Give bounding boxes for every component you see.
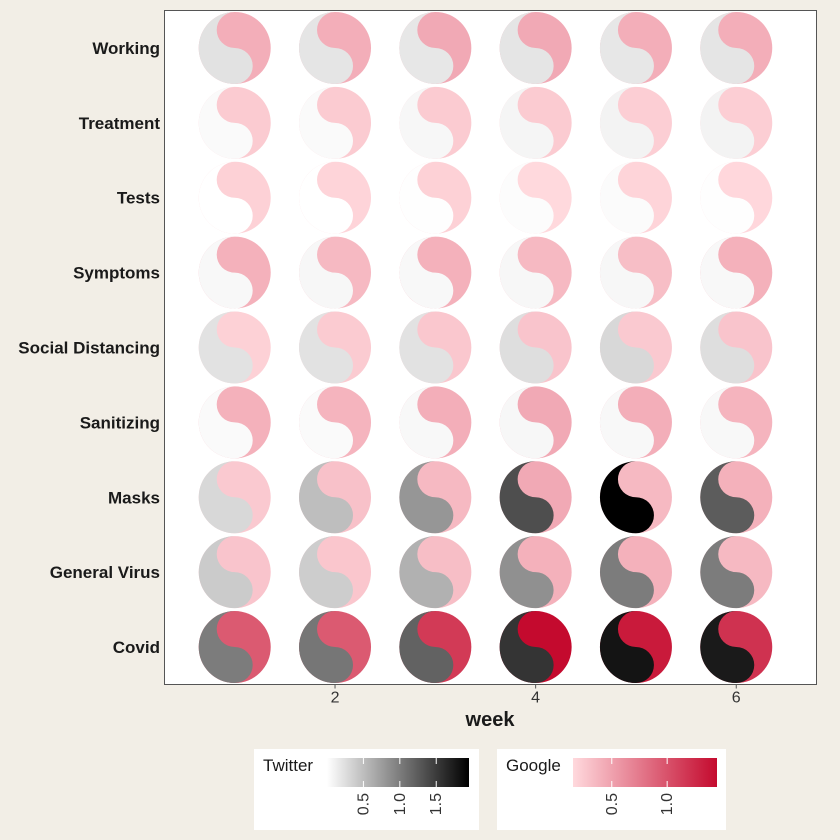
glyph-working-week-4 — [499, 11, 572, 84]
glyph-covid-week-1 — [198, 611, 271, 684]
glyph-working-week-1 — [198, 11, 271, 84]
glyph-masks-week-1 — [198, 461, 271, 534]
row-label: Sanitizing — [80, 413, 160, 432]
glyph-general-virus-week-2 — [299, 536, 372, 609]
x-axis: 2 4 6 — [331, 684, 741, 707]
legend-tick-label: 1.0 — [659, 793, 676, 815]
glyph-treatment-week-6 — [700, 86, 773, 159]
legend-tick-label: 1.0 — [392, 793, 409, 815]
glyph-tests-week-2 — [299, 161, 372, 234]
row-labels: Covid General Virus Masks Sanitizing Social … — [18, 39, 160, 657]
legend-colorbar — [327, 758, 469, 787]
row-label: Masks — [108, 488, 160, 507]
legends: Twitter 0.5 1.0 1.5 Google 0.5 1.0 — [254, 749, 726, 830]
glyph-sanitizing-week-2 — [299, 386, 372, 459]
glyph-sanitizing-week-6 — [700, 386, 773, 459]
glyph-masks-week-3 — [399, 461, 472, 534]
glyph-masks-week-5 — [599, 461, 672, 534]
glyph-social-distancing-week-3 — [399, 311, 472, 384]
glyph-layer — [198, 11, 773, 684]
glyph-symptoms-week-5 — [599, 236, 672, 309]
x-tick-label: 6 — [732, 690, 741, 707]
glyph-general-virus-week-5 — [599, 536, 672, 609]
legend-google: Google 0.5 1.0 — [497, 749, 726, 830]
glyph-social-distancing-week-5 — [599, 311, 672, 384]
glyph-general-virus-week-1 — [198, 536, 271, 609]
glyph-treatment-week-2 — [299, 86, 372, 159]
glyph-treatment-week-5 — [599, 86, 672, 159]
legend-tick-label: 0.5 — [604, 793, 621, 815]
glyph-working-week-5 — [599, 11, 672, 84]
glyph-treatment-week-4 — [499, 86, 572, 159]
x-axis-title: week — [465, 709, 516, 731]
glyph-symptoms-week-4 — [499, 236, 572, 309]
glyph-sanitizing-week-1 — [198, 386, 271, 459]
row-label: Symptoms — [73, 264, 160, 283]
glyph-sanitizing-week-3 — [399, 386, 472, 459]
glyph-social-distancing-week-6 — [700, 311, 773, 384]
glyph-tests-week-3 — [399, 161, 472, 234]
x-tick-label: 2 — [331, 690, 340, 707]
row-label: Treatment — [79, 114, 161, 133]
glyph-social-distancing-week-2 — [299, 311, 372, 384]
glyph-working-week-6 — [700, 11, 773, 84]
glyph-tests-week-4 — [499, 161, 572, 234]
glyph-symptoms-week-6 — [700, 236, 773, 309]
glyph-masks-week-4 — [499, 461, 572, 534]
glyph-tests-week-1 — [198, 161, 271, 234]
glyph-general-virus-week-4 — [499, 536, 572, 609]
glyph-working-week-2 — [299, 11, 372, 84]
glyph-covid-week-4 — [499, 611, 572, 684]
row-label: Working — [92, 39, 160, 58]
glyph-sanitizing-week-5 — [599, 386, 672, 459]
glyph-general-virus-week-6 — [700, 536, 773, 609]
row-label: Covid — [113, 638, 160, 657]
legend-twitter: Twitter 0.5 1.0 1.5 — [254, 749, 479, 830]
glyph-covid-week-2 — [299, 611, 372, 684]
glyph-symptoms-week-2 — [299, 236, 372, 309]
glyph-treatment-week-3 — [399, 86, 472, 159]
glyph-masks-week-2 — [299, 461, 372, 534]
glyph-sanitizing-week-4 — [499, 386, 572, 459]
glyph-symptoms-week-3 — [399, 236, 472, 309]
legend-title: Twitter — [263, 756, 313, 775]
glyph-masks-week-6 — [700, 461, 773, 534]
legend-tick-label: 1.5 — [428, 793, 445, 815]
glyph-general-virus-week-3 — [399, 536, 472, 609]
glyph-covid-week-3 — [399, 611, 472, 684]
legend-title: Google — [506, 756, 561, 775]
glyph-working-week-3 — [399, 11, 472, 84]
legend-tick-label: 0.5 — [355, 793, 372, 815]
row-label: General Virus — [50, 563, 160, 582]
legend-colorbar — [573, 758, 717, 787]
glyph-symptoms-week-1 — [198, 236, 271, 309]
glyph-covid-week-5 — [599, 611, 672, 684]
glyph-covid-week-6 — [700, 611, 773, 684]
row-label: Tests — [117, 189, 160, 208]
row-label: Social Distancing — [18, 339, 160, 358]
x-tick-label: 4 — [531, 690, 540, 707]
glyph-treatment-week-1 — [198, 86, 271, 159]
glyph-tests-week-6 — [700, 161, 773, 234]
glyph-tests-week-5 — [599, 161, 672, 234]
glyph-social-distancing-week-4 — [499, 311, 572, 384]
glyph-social-distancing-week-1 — [198, 311, 271, 384]
